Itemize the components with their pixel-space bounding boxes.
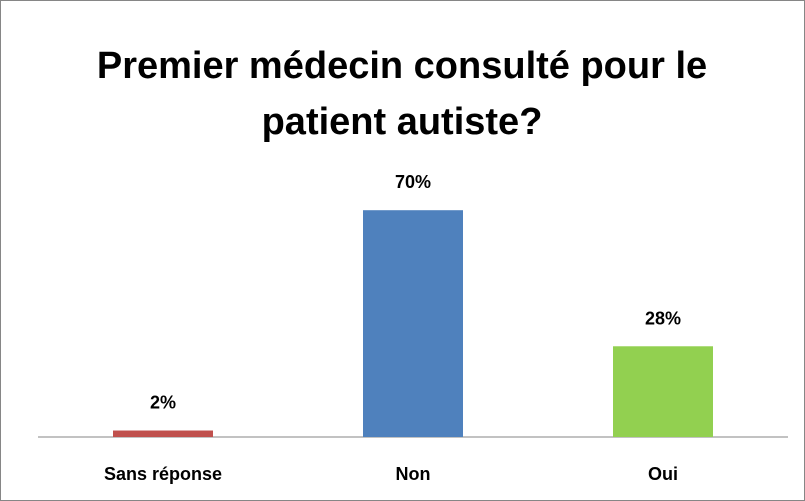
bar bbox=[363, 210, 463, 437]
x-tick-label: Oui bbox=[648, 464, 678, 484]
chart-title: Premier médecin consulté pour le patient… bbox=[96, 45, 708, 143]
data-label: 2% bbox=[150, 393, 176, 413]
x-tick-label: Non bbox=[396, 464, 431, 484]
x-tick-label: Sans réponse bbox=[104, 464, 222, 484]
data-label: 28% bbox=[645, 308, 681, 328]
data-label: 70% bbox=[395, 172, 431, 192]
bar bbox=[113, 430, 213, 437]
bar bbox=[613, 346, 713, 437]
